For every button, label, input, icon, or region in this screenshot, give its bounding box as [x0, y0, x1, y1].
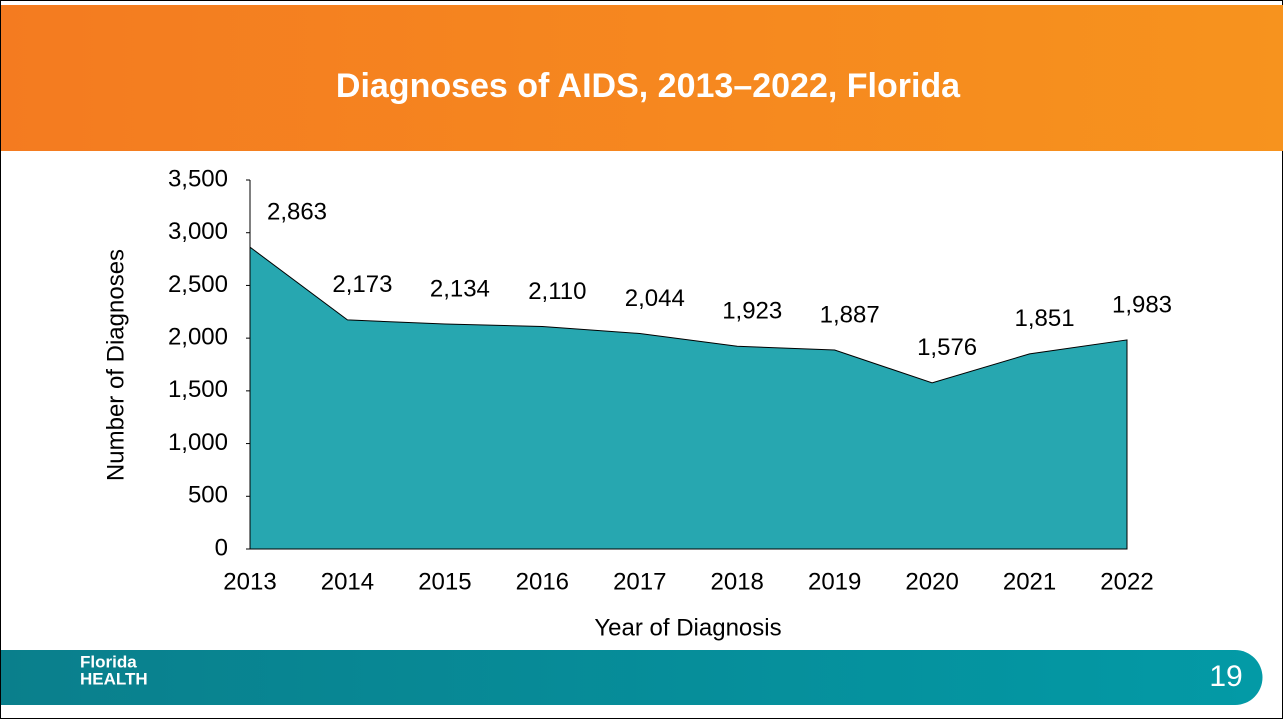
area [249, 246, 1128, 550]
data-label: 2,110 [528, 278, 586, 305]
x-tick-label: 2022 [1100, 568, 1153, 595]
x-tick-label: 2016 [516, 568, 569, 595]
data-label: 2,863 [267, 199, 327, 226]
x-tick-label: 2020 [905, 568, 958, 595]
x-tick-label: 2018 [711, 568, 764, 595]
logo-line: Florida [80, 652, 137, 671]
y-axis-label: Number of Diagnoses [102, 249, 129, 481]
data-label: 1,576 [917, 334, 977, 361]
data-label: 2,134 [430, 275, 490, 302]
x-tick-label: 2014 [321, 568, 374, 595]
x-tick-label: 2021 [1003, 568, 1056, 595]
chart-title: Diagnoses of AIDS, 2013–2022, Florida [336, 67, 961, 105]
x-tick-label: 2017 [613, 568, 666, 595]
y-tick-label: 1,000 [168, 429, 228, 456]
y-tick-label: 2,000 [168, 323, 228, 350]
data-label: 1,851 [1015, 305, 1075, 332]
x-tick-label: 2019 [808, 568, 861, 595]
y-tick-label: 2,500 [168, 271, 228, 298]
data-label: 1,983 [1112, 291, 1172, 318]
x-axis-label: Year of Diagnosis [594, 614, 781, 641]
x-tick-label: 2015 [418, 568, 471, 595]
footer-band [1, 650, 1263, 705]
data-label: 1,923 [722, 298, 782, 325]
header-band [1, 5, 1283, 151]
logo-line: HEALTH [80, 669, 148, 688]
y-tick-label: 0 [215, 534, 228, 561]
data-label: 2,173 [332, 271, 392, 298]
y-tick-label: 3,500 [168, 165, 228, 192]
y-tick-label: 500 [188, 482, 228, 509]
data-label: 1,887 [820, 301, 880, 328]
y-tick-label: 1,500 [168, 376, 228, 403]
y-tick-label: 3,000 [168, 218, 228, 245]
page-number: 19 [1209, 660, 1242, 693]
data-label: 2,044 [625, 285, 685, 312]
x-tick-label: 2013 [223, 568, 276, 595]
